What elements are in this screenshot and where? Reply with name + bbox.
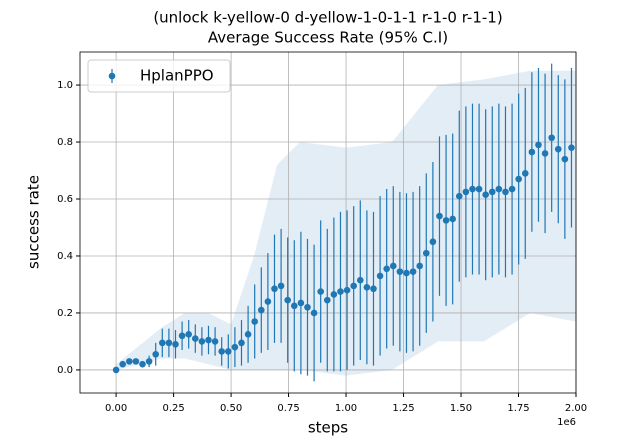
data-point bbox=[337, 288, 344, 295]
data-point bbox=[244, 331, 252, 338]
legend-box bbox=[87, 59, 231, 93]
data-point bbox=[343, 286, 351, 294]
x-tick-label: 2.00 bbox=[565, 403, 587, 414]
data-point bbox=[277, 282, 285, 290]
y-tick-label: 0.0 bbox=[57, 365, 73, 376]
data-point bbox=[363, 284, 371, 291]
x-axis-label: steps bbox=[308, 419, 348, 437]
data-point bbox=[376, 272, 384, 280]
data-point bbox=[145, 358, 153, 365]
data-point bbox=[449, 215, 456, 223]
data-point bbox=[224, 348, 232, 355]
data-point bbox=[290, 302, 298, 310]
data-point bbox=[396, 268, 404, 275]
data-point bbox=[211, 338, 219, 345]
data-point bbox=[548, 134, 555, 142]
y-tick-label: 0.2 bbox=[57, 308, 73, 319]
y-tick-label: 1.0 bbox=[57, 80, 73, 91]
data-point bbox=[442, 217, 450, 224]
data-point bbox=[132, 358, 140, 365]
data-point bbox=[488, 188, 496, 196]
data-point bbox=[455, 192, 463, 200]
data-point bbox=[521, 170, 529, 177]
data-point bbox=[469, 185, 476, 193]
data-point bbox=[554, 145, 562, 153]
data-point bbox=[257, 306, 265, 314]
data-point bbox=[356, 276, 364, 284]
data-point bbox=[112, 366, 120, 374]
y-tick-label: 0.6 bbox=[57, 194, 73, 205]
data-point bbox=[416, 262, 423, 270]
data-point bbox=[126, 358, 133, 365]
data-point bbox=[462, 188, 470, 196]
data-point bbox=[370, 285, 377, 293]
x-tick-label: 0.50 bbox=[220, 403, 242, 414]
data-point bbox=[409, 268, 417, 275]
data-point bbox=[165, 339, 173, 347]
x-offset-label: 1e6 bbox=[557, 417, 576, 428]
data-point bbox=[541, 150, 549, 157]
data-point bbox=[475, 185, 483, 193]
data-point bbox=[152, 350, 159, 358]
data-point bbox=[429, 238, 437, 246]
data-point bbox=[139, 360, 146, 368]
y-tick-label: 0.4 bbox=[57, 251, 73, 262]
data-point bbox=[231, 343, 239, 351]
data-point bbox=[323, 296, 331, 304]
data-point bbox=[403, 269, 410, 277]
data-point bbox=[317, 288, 324, 295]
y-tick-label: 0.8 bbox=[57, 137, 73, 148]
data-point bbox=[271, 285, 278, 293]
data-point bbox=[422, 249, 430, 257]
data-point bbox=[284, 296, 291, 304]
x-tick-label: 1.00 bbox=[335, 403, 357, 414]
plot-frame bbox=[79, 51, 577, 394]
x-tick-label: 1.75 bbox=[507, 403, 529, 414]
data-point bbox=[383, 265, 390, 273]
data-point bbox=[502, 188, 509, 196]
data-point bbox=[119, 360, 127, 368]
chart-subtitle: Average Success Rate (95% C.I) bbox=[208, 29, 448, 47]
data-point bbox=[218, 348, 225, 355]
data-point bbox=[172, 340, 179, 348]
data-point bbox=[191, 335, 199, 342]
x-tick-label: 1.50 bbox=[450, 403, 472, 414]
x-tick-label: 0.75 bbox=[277, 403, 299, 414]
data-point bbox=[350, 282, 357, 290]
chart-title: (unlock k-yellow-0 d-yellow-1-0-1-1 r-1-… bbox=[153, 9, 502, 27]
data-point bbox=[264, 298, 272, 305]
data-point bbox=[508, 185, 516, 193]
legend-marker bbox=[108, 72, 116, 80]
data-point bbox=[205, 336, 212, 344]
y-axis-label: success rate bbox=[25, 175, 43, 269]
data-point bbox=[330, 291, 338, 298]
data-point bbox=[389, 262, 397, 270]
data-point bbox=[528, 148, 536, 156]
data-point bbox=[304, 303, 311, 311]
data-point bbox=[310, 309, 318, 317]
data-point bbox=[251, 318, 258, 325]
data-point bbox=[178, 332, 186, 340]
data-point bbox=[482, 191, 489, 199]
data-point bbox=[185, 331, 192, 338]
x-tick-label: 0.00 bbox=[105, 403, 127, 414]
data-point bbox=[495, 185, 503, 193]
legend-label: HplanPPO bbox=[140, 67, 214, 85]
x-tick-label: 1.25 bbox=[392, 403, 414, 414]
data-point bbox=[535, 141, 542, 149]
data-point bbox=[561, 155, 569, 163]
data-point bbox=[515, 175, 522, 183]
x-tick-label: 0.25 bbox=[162, 403, 184, 414]
data-point bbox=[297, 299, 305, 307]
data-point bbox=[158, 339, 166, 347]
data-point bbox=[436, 212, 443, 220]
data-point bbox=[238, 339, 245, 347]
data-point bbox=[568, 144, 575, 152]
data-point bbox=[198, 338, 206, 345]
